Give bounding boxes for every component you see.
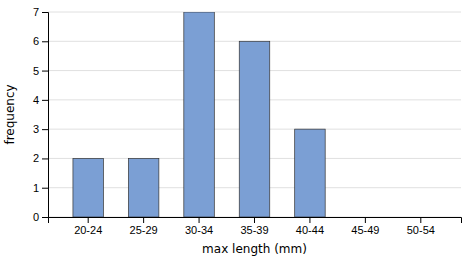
y-tick-mark — [42, 129, 48, 130]
y-tick: 6 — [33, 35, 48, 47]
plot: 20-24 25-29 30-34 35-39 40-44 45-49 50-54 0 1 2 3 4… — [33, 6, 462, 236]
y-tick-label: 0 — [33, 211, 39, 223]
y-tick-mark — [42, 12, 48, 13]
bar — [73, 158, 103, 217]
x-tick-label: 50-54 — [407, 224, 435, 236]
chart-svg: 20-24 25-29 30-34 35-39 40-44 45-49 50-54 0 1 2 3 4… — [0, 0, 473, 261]
x-tick: 45-49 — [351, 217, 379, 236]
x-tick: 40-44 — [296, 217, 324, 236]
y-tick: 0 — [33, 211, 48, 223]
y-axis: 0 1 2 3 4 5 6 7 — [33, 6, 49, 223]
chart-container: 20-24 25-29 30-34 35-39 40-44 45-49 50-54 0 1 2 3 4… — [0, 0, 473, 261]
y-tick-mark — [42, 71, 48, 72]
x-tick-label: 20-24 — [74, 224, 102, 236]
bar — [239, 41, 269, 217]
x-tick: 50-54 — [407, 217, 435, 236]
x-tick: 35-39 — [240, 217, 268, 236]
y-tick-mark — [42, 217, 48, 218]
x-tick-label: 35-39 — [240, 224, 268, 236]
x-tick-mark — [309, 217, 310, 223]
y-tick-label: 2 — [33, 152, 39, 164]
y-tick: 7 — [33, 6, 48, 18]
y-tick: 5 — [33, 65, 48, 77]
x-tick: 25-29 — [130, 217, 158, 236]
grid — [48, 12, 461, 217]
x-tick-mark — [365, 217, 366, 223]
y-tick-mark — [42, 100, 48, 101]
x-tick: 30-34 — [185, 217, 213, 236]
x-tick-mark — [420, 217, 421, 223]
y-tick-label: 7 — [33, 6, 39, 18]
bar — [350, 217, 380, 218]
x-tick-label: 30-34 — [185, 224, 213, 236]
x-tick-label: 40-44 — [296, 224, 324, 236]
axis-line — [49, 218, 462, 224]
grid-line — [48, 12, 461, 13]
x-axis: 20-24 25-29 30-34 35-39 40-44 45-49 50-54 — [49, 217, 462, 236]
y-tick-mark — [42, 41, 48, 42]
bar — [184, 12, 214, 217]
x-tick-mark — [143, 217, 144, 223]
y-tick: 4 — [33, 94, 48, 106]
y-tick-label: 3 — [33, 123, 39, 135]
x-tick-mark — [254, 217, 255, 223]
bar — [295, 129, 325, 217]
bars — [73, 12, 325, 217]
x-tick-label: 45-49 — [351, 224, 379, 236]
y-tick: 1 — [33, 182, 48, 194]
y-tick-label: 6 — [33, 35, 39, 47]
axis-line — [42, 13, 49, 218]
y-tick: 3 — [33, 123, 48, 135]
y-tick-label: 4 — [33, 94, 39, 106]
y-tick-mark — [42, 188, 48, 189]
y-tick-label: 1 — [33, 182, 39, 194]
x-axis-title: max length (mm) — [202, 242, 307, 256]
x-tick-mark — [199, 217, 200, 223]
y-tick: 2 — [33, 152, 48, 164]
x-tick: 20-24 — [74, 217, 102, 236]
bar — [128, 158, 158, 217]
y-tick-label: 5 — [33, 65, 39, 77]
x-tick-mark — [88, 217, 89, 223]
y-tick-mark — [42, 158, 48, 159]
x-tick-label: 25-29 — [130, 224, 158, 236]
y-axis-title: frequency — [3, 84, 17, 144]
bar — [406, 217, 436, 218]
